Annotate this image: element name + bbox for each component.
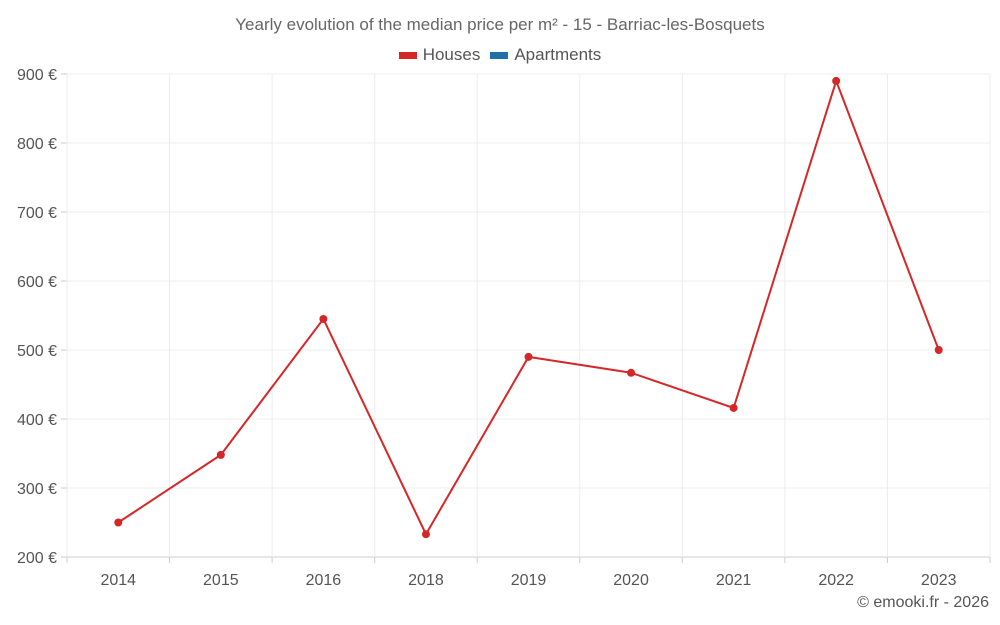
x-tick-label: 2023: [921, 572, 957, 589]
y-tick-label: 400 €: [17, 412, 57, 429]
data-point: [114, 518, 123, 527]
x-tick-label: 2020: [613, 572, 649, 589]
legend-item-houses[interactable]: Houses: [398, 45, 481, 65]
y-tick-label: 200 €: [17, 550, 57, 567]
data-point: [319, 314, 328, 323]
data-point: [729, 403, 738, 412]
data-point: [832, 76, 841, 85]
data-point: [627, 368, 636, 377]
y-tick-label: 500 €: [17, 343, 57, 360]
x-tick-label: 2016: [306, 572, 342, 589]
y-tick-label: 700 €: [17, 205, 57, 222]
x-tick-label: 2018: [408, 572, 444, 589]
y-tick-label: 900 €: [17, 67, 57, 84]
legend-label-houses: Houses: [422, 45, 481, 64]
chart-title: Yearly evolution of the median price per…: [235, 15, 765, 34]
y-tick-label: 300 €: [17, 481, 57, 498]
x-tick-label: 2019: [511, 572, 547, 589]
legend-swatch-houses: [398, 51, 417, 59]
legend-item-apartments[interactable]: Apartments: [490, 45, 601, 65]
data-point: [216, 450, 225, 459]
legend: Houses Apartments: [0, 45, 1000, 65]
y-tick-label: 600 €: [17, 274, 57, 291]
credit: © emooki.fr - 2026: [857, 594, 989, 611]
x-tick-label: 2021: [716, 572, 752, 589]
y-tick-label: 800 €: [17, 136, 57, 153]
x-tick-label: 2015: [203, 572, 239, 589]
legend-swatch-apartments: [490, 51, 509, 59]
series-line-houses: [117, 77, 940, 537]
x-tick-label: 2022: [818, 572, 854, 589]
data-point: [934, 346, 943, 354]
x-tick-label: 2014: [100, 572, 136, 589]
legend-label-apartments: Apartments: [514, 45, 602, 64]
data-point: [524, 352, 533, 361]
data-point: [421, 530, 430, 539]
